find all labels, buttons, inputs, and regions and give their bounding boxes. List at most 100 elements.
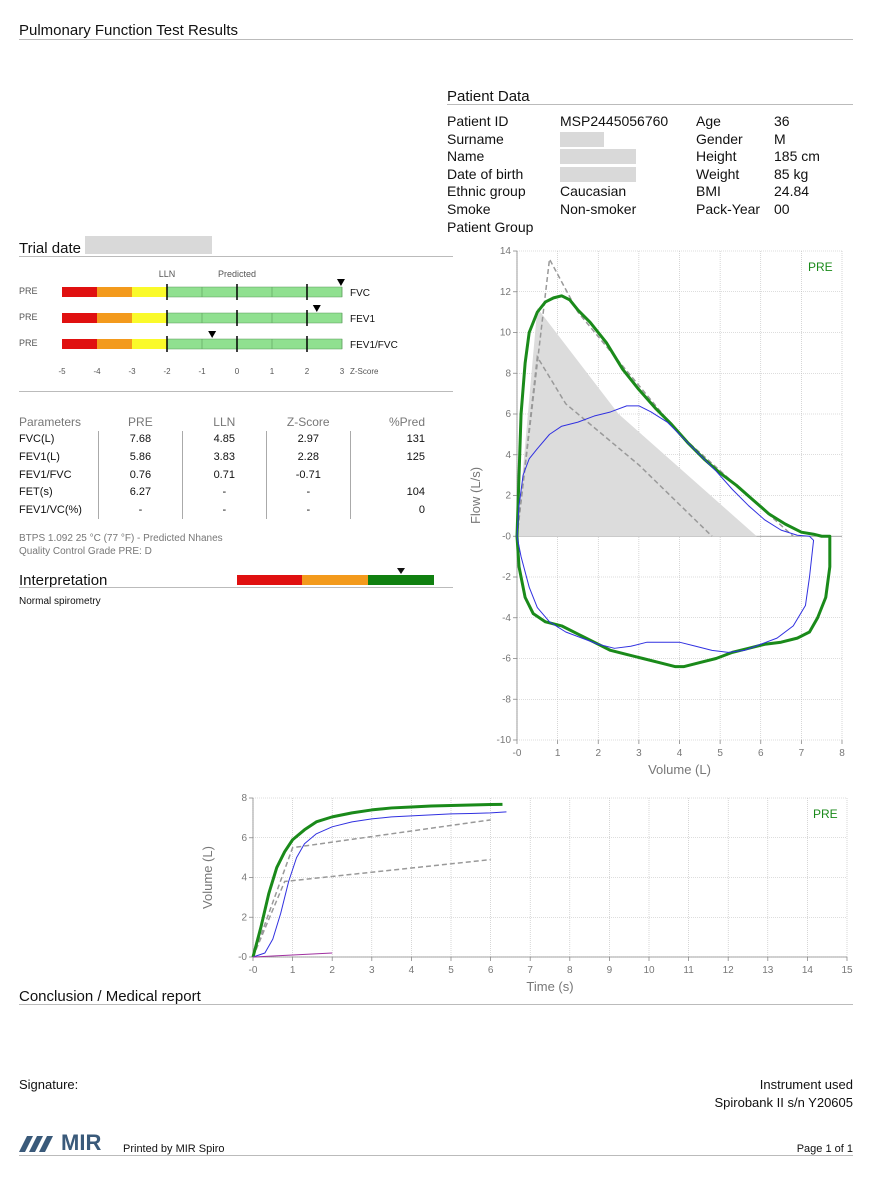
predicted-curve	[252, 858, 491, 958]
patient-left-values: MSP2445056760 Caucasian Non-smoker	[560, 113, 668, 219]
page-title: Pulmonary Function Test Results	[19, 22, 238, 39]
patient-field-label: BMI	[696, 183, 721, 200]
table-row: FET(s) 6.27 - - 104	[19, 483, 439, 501]
surname-redacted	[560, 131, 668, 149]
predicted-curve	[252, 819, 491, 958]
trial-date-label: Trial date	[19, 240, 81, 257]
zscore-marker	[312, 305, 321, 312]
dob-redacted	[560, 166, 668, 184]
y-tick-label: -2	[502, 572, 511, 583]
y-tick-label: -0	[238, 952, 247, 963]
header-divider	[19, 39, 853, 40]
zone-red	[62, 313, 97, 323]
zscore-tick: -5	[58, 367, 66, 376]
patient-field-value: 00	[774, 200, 790, 217]
interpretation-heading: Interpretation	[19, 572, 108, 589]
smoke-value: Non-smoker	[560, 200, 637, 217]
table-row: FEV1/VC(%) - - - 0	[19, 500, 439, 519]
patient-id-value: MSP2445056760	[560, 113, 669, 129]
patient-field-label: Patient Group	[447, 218, 534, 235]
param-pred: 125	[349, 448, 439, 466]
zone-orange	[97, 313, 132, 323]
patient-data-heading: Patient Data	[447, 88, 530, 105]
y-tick-label: 4	[241, 873, 247, 884]
patient-field-label: Smoke	[447, 200, 491, 217]
zone-orange	[97, 339, 132, 349]
param-lln: -	[181, 483, 267, 501]
zscore-marker	[208, 331, 217, 338]
param-name: FEV1/FVC	[19, 468, 72, 481]
mir-logo: MIR	[19, 1130, 119, 1155]
btps-note: BTPS 1.092 25 °C (77 °F) - Predicted Nha…	[19, 533, 223, 544]
param-pre: 6.27	[97, 483, 183, 501]
param-zscore: 2.28	[265, 448, 351, 466]
header-cell: PRE	[128, 414, 153, 429]
param-lln: 4.85	[181, 430, 267, 449]
zscore-divider	[19, 391, 453, 392]
interpretation-text: Normal spirometry	[19, 596, 101, 607]
instrument-value: Spirobank II s/n Y20605	[714, 1095, 853, 1110]
y-tick-label: 2	[241, 912, 247, 923]
patient-field-value: M	[774, 130, 786, 147]
x-tick-label: 13	[762, 965, 774, 976]
x-tick-label: 7	[527, 965, 533, 976]
patient-field-label: Gender	[696, 130, 743, 147]
param-zscore: -	[265, 483, 351, 501]
zscore-chart: LLN Predicted PRE FVC PRE FEV1 PRE FEV1/FVC -5 -4…	[19, 269, 398, 376]
parameters-table: Parameters PRE LLN Z-Score %Pred FVC(L) …	[19, 413, 439, 519]
param-zscore: -0.71	[265, 465, 351, 484]
param-lln: 0.71	[181, 465, 267, 484]
zone-orange	[97, 287, 132, 297]
x-tick-label: 3	[636, 748, 642, 759]
zone-green	[166, 286, 343, 298]
interpretation-divider	[19, 587, 453, 588]
x-tick-label: 4	[677, 748, 683, 759]
param-name: FVC(L)	[19, 433, 55, 446]
flow-volume-chart: -0 1 2 3 4 5 6 7 8-10-8-6-4-2-02468101214PREVolu…	[468, 246, 845, 777]
x-tick-label: -0	[513, 748, 522, 759]
trial-date-redacted	[85, 236, 212, 254]
zone-red	[62, 339, 97, 349]
zone-red	[62, 287, 97, 297]
footer-divider	[19, 1155, 853, 1156]
interpretation-scale	[237, 568, 434, 585]
series-line-2	[252, 952, 333, 958]
x-tick-label: 8	[839, 748, 845, 759]
y-tick-label: -0	[502, 531, 511, 542]
patient-field-label: Height	[696, 148, 737, 165]
patient-field-label: Weight	[696, 165, 740, 182]
x-axis-label: Time (s)	[526, 979, 573, 994]
header-cell: Z-Score	[286, 414, 330, 429]
y-tick-label: -8	[502, 694, 511, 705]
param-pred: 0	[349, 500, 439, 519]
zone-yellow	[132, 313, 167, 323]
instrument-label: Instrument used	[759, 1077, 853, 1092]
conclusion-heading: Conclusion / Medical report	[19, 988, 201, 1005]
param-name: FEV1(L)	[19, 450, 60, 463]
param-pre: 7.68	[97, 430, 183, 449]
y-tick-label: 2	[505, 491, 511, 502]
zscore-tick: -4	[93, 367, 101, 376]
y-axis-label: Flow (L/s)	[468, 467, 483, 524]
x-tick-label: 11	[683, 965, 694, 976]
zone-yellow	[132, 287, 167, 297]
series-line-0	[251, 802, 503, 958]
param-pred	[349, 465, 439, 484]
header-cell: Parameters	[19, 414, 82, 429]
y-axis-label: Volume (L)	[200, 846, 215, 909]
y-tick-label: 12	[500, 287, 512, 298]
patient-right-labels: Age Gender Height Weight BMI Pack-Year	[696, 113, 760, 219]
x-tick-label: 1	[290, 965, 296, 976]
interp-orange	[302, 575, 368, 585]
zscore-tick: -3	[128, 367, 136, 376]
lln-label: LLN	[159, 269, 176, 279]
zone-yellow	[132, 339, 167, 349]
patient-field-label: Ethnic group	[447, 183, 526, 200]
x-tick-label: 2	[595, 748, 601, 759]
zone-green	[166, 312, 343, 324]
parameters-header-row: Parameters PRE LLN Z-Score %Pred	[19, 413, 439, 431]
patient-field-value: 36	[774, 113, 790, 129]
y-tick-label: 8	[241, 793, 247, 804]
x-tick-label: 5	[717, 748, 723, 759]
